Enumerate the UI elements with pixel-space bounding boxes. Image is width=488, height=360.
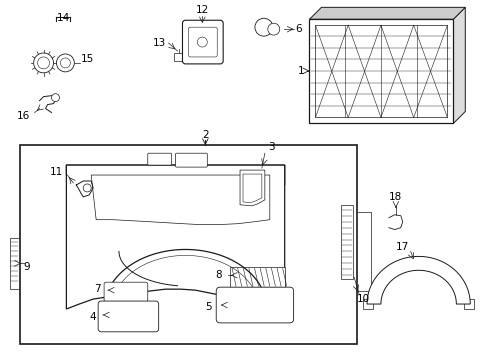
Circle shape [254,18,272,36]
Text: 9: 9 [24,262,30,272]
FancyBboxPatch shape [147,153,171,165]
FancyBboxPatch shape [188,27,217,57]
Circle shape [38,57,49,69]
Polygon shape [66,165,284,309]
Bar [315,25,447,117]
Text: 1: 1 [297,66,304,76]
Bar [173,53,183,61]
Text: 3: 3 [268,142,275,152]
Text: 7: 7 [94,284,101,294]
Text: 8: 8 [215,270,222,280]
Bar [20,145,356,344]
Bar [341,205,352,279]
Text: 14: 14 [57,13,70,23]
Text: 15: 15 [81,54,94,64]
Polygon shape [309,7,464,19]
Polygon shape [243,174,262,203]
Circle shape [51,94,60,102]
Circle shape [197,37,207,47]
Circle shape [56,54,74,72]
Text: 6: 6 [295,24,302,34]
FancyBboxPatch shape [98,301,158,332]
Bar [463,299,473,309]
Text: 13: 13 [152,38,165,48]
Text: 5: 5 [205,302,212,312]
Text: 18: 18 [388,192,402,202]
Circle shape [61,58,70,68]
Circle shape [267,23,279,35]
Bar [10,238,19,289]
Text: 4: 4 [89,312,96,322]
Polygon shape [240,170,264,206]
FancyBboxPatch shape [182,20,223,64]
Polygon shape [66,165,284,218]
Bar [309,19,452,123]
Text: 2: 2 [202,130,208,140]
FancyBboxPatch shape [104,282,147,302]
Bar [230,267,284,287]
Text: 11: 11 [50,167,63,177]
Text: 12: 12 [195,5,208,15]
Text: 17: 17 [395,243,408,252]
FancyBboxPatch shape [175,153,207,167]
Polygon shape [91,175,269,225]
Polygon shape [452,7,464,123]
Text: 10: 10 [356,294,369,304]
FancyBboxPatch shape [216,287,293,323]
Bar [362,299,372,309]
Text: 16: 16 [17,111,30,121]
Bar [356,212,370,291]
Circle shape [34,53,53,73]
Circle shape [83,184,91,192]
Polygon shape [366,256,469,304]
